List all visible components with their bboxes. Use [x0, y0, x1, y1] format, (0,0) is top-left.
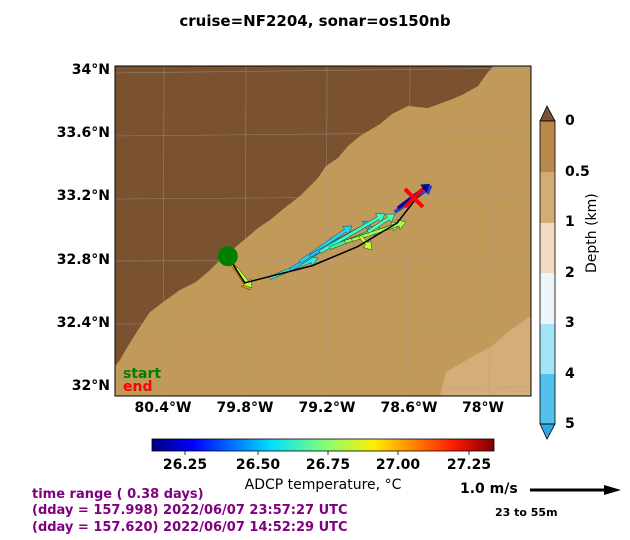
map-frame	[114, 65, 532, 397]
depth-tick-label: 0	[565, 113, 575, 129]
temp-colorbar-label: ADCP temperature, °C	[244, 477, 402, 493]
temp-tick-label: 26.25	[162, 457, 208, 473]
time-range: time range ( 0.38 days)	[32, 487, 204, 502]
depth-colorbar	[539, 105, 556, 440]
depth-tick-label: 5	[565, 416, 575, 432]
lat-tick-label: 32.4°N	[56, 315, 110, 331]
depth-tick-label: 1	[565, 214, 575, 230]
legend-start: start	[123, 366, 162, 382]
depth-range: 23 to 55m	[495, 506, 558, 519]
depth-colorbar-label: Depth (km)	[584, 193, 600, 273]
depth-tick-label: 3	[565, 315, 575, 331]
end-marker	[403, 187, 425, 209]
lat-tick-label: 33.2°N	[56, 188, 110, 204]
lon-tick-label: 78°W	[462, 400, 504, 416]
lat-tick-label: 34°N	[71, 62, 110, 78]
depth-tick-label: 2	[565, 265, 575, 281]
depth-tick-label: 0.5	[565, 164, 590, 180]
figure-title: cruise=NF2204, sonar=os150nb	[179, 12, 451, 30]
temp-tick-label: 27.25	[446, 457, 492, 473]
dday-end: (dday = 157.998) 2022/06/07 23:57:27 UTC	[32, 503, 348, 518]
start-marker	[217, 246, 238, 267]
lat-tick-label: 32.8°N	[56, 252, 110, 268]
lon-tick-label: 78.6°W	[380, 400, 438, 416]
lon-tick-label: 80.4°W	[134, 400, 192, 416]
deep-water	[440, 316, 531, 396]
velocity-arrow	[366, 213, 396, 234]
dday-start: (dday = 157.620) 2022/06/07 14:52:29 UTC	[32, 520, 348, 535]
lon-tick-label: 79.2°W	[298, 400, 356, 416]
temperature-colorbar	[151, 438, 495, 455]
scale-arrow	[530, 485, 621, 495]
lon-tick-label: 79.8°W	[216, 400, 274, 416]
temp-tick-label: 26.50	[235, 457, 281, 473]
lat-tick-label: 32°N	[71, 378, 110, 394]
depth-tick-label: 4	[565, 366, 575, 382]
temp-tick-label: 27.00	[375, 457, 421, 473]
ship-track	[227, 186, 426, 284]
map-area	[115, 66, 531, 396]
legend-end: end	[123, 379, 153, 395]
lat-tick-label: 33.6°N	[56, 125, 110, 141]
land	[115, 66, 494, 366]
scale-label: 1.0 m/s	[460, 481, 518, 497]
temp-tick-label: 26.75	[305, 457, 351, 473]
